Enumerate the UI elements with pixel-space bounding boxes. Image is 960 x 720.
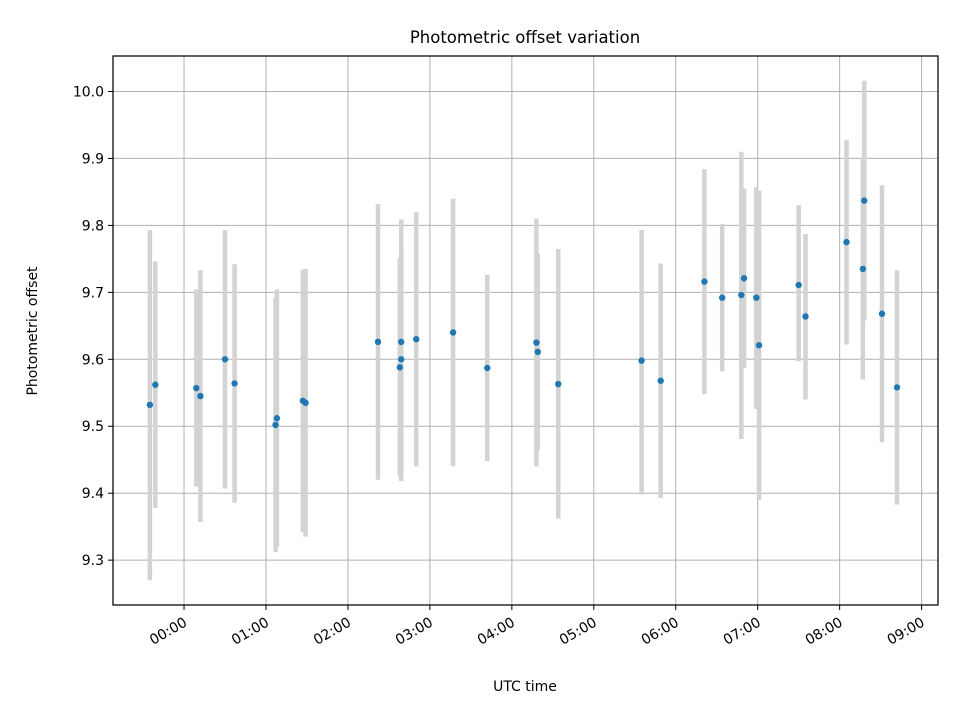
data-point — [152, 381, 159, 388]
y-tick-label: 9.4 — [82, 486, 104, 502]
data-point — [533, 339, 540, 346]
data-point — [843, 238, 850, 246]
plot-frame — [112, 55, 939, 606]
data-points — [146, 197, 901, 429]
data-point — [231, 380, 238, 387]
data-point — [755, 342, 763, 349]
chart-title: Photometric offset variation — [410, 28, 640, 47]
data-point — [197, 392, 204, 400]
data-point — [802, 313, 809, 320]
data-point — [878, 310, 886, 317]
data-point — [146, 401, 154, 409]
data-point — [718, 294, 726, 301]
grid — [113, 56, 938, 605]
data-point — [738, 291, 745, 299]
y-tick-label: 9.9 — [82, 151, 104, 167]
y-tick-label: 10.0 — [73, 84, 104, 100]
data-point — [221, 356, 229, 363]
data-point — [398, 338, 405, 346]
data-point — [374, 338, 382, 346]
y-tick-label: 9.3 — [82, 553, 104, 569]
y-axis-label: Photometric offset — [25, 266, 41, 396]
data-point — [449, 329, 457, 336]
y-tick-label: 9.5 — [82, 419, 104, 435]
data-point — [398, 356, 405, 363]
data-point — [273, 415, 281, 422]
data-point — [701, 278, 708, 285]
y-tick-label: 9.8 — [82, 218, 104, 234]
data-point — [753, 294, 760, 301]
data-point — [193, 384, 200, 392]
y-axis: 9.3 9.4 9.5 9.6 9.7 9.8 9.9 10.0 — [73, 84, 113, 569]
data-point — [396, 364, 404, 371]
data-point — [861, 197, 868, 204]
data-point — [795, 281, 802, 289]
y-tick-label: 9.6 — [82, 352, 104, 368]
data-point — [534, 348, 541, 356]
data-point — [893, 384, 901, 391]
data-point — [484, 364, 491, 372]
data-point — [657, 377, 664, 384]
y-tick-label: 9.7 — [82, 285, 104, 301]
data-point — [740, 275, 748, 282]
data-point — [859, 265, 867, 273]
data-point — [638, 357, 645, 364]
x-axis-label: UTC time — [493, 679, 557, 695]
data-point — [302, 399, 309, 407]
data-point — [555, 380, 562, 388]
data-point — [413, 336, 420, 343]
data-point — [272, 421, 279, 429]
